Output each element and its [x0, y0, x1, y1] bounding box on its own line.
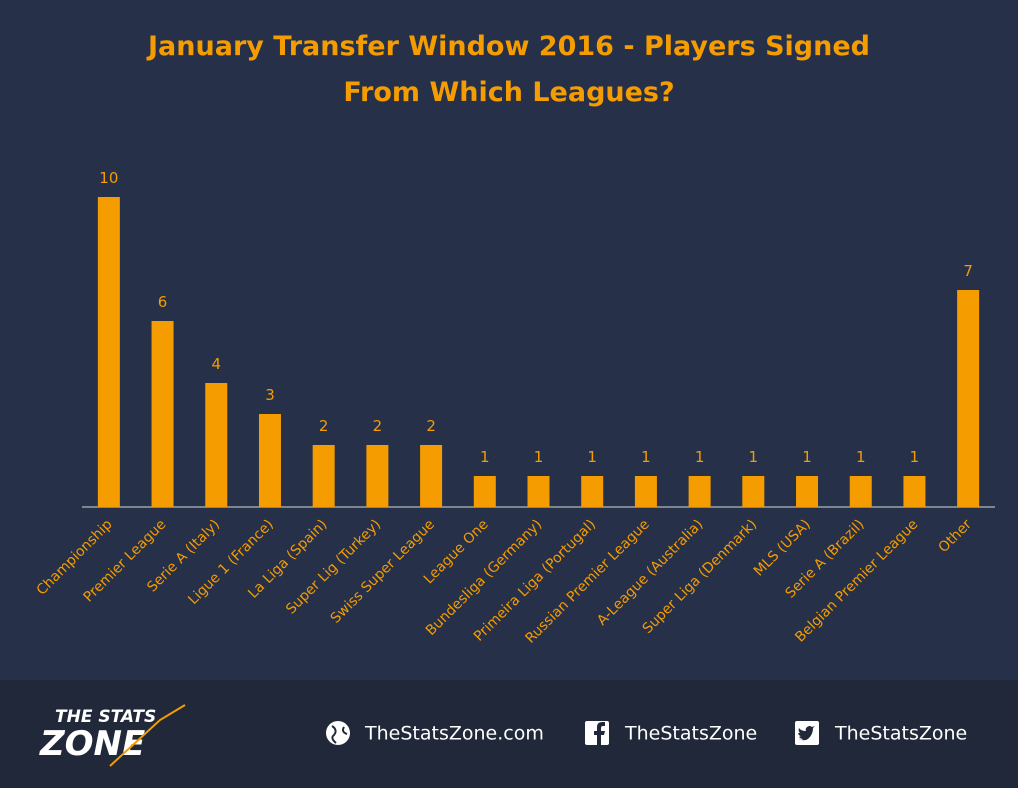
data-label: 4 [211, 355, 221, 373]
bar [312, 445, 335, 507]
bar [957, 290, 980, 507]
footer-background [0, 680, 1018, 788]
facebook-handle[interactable]: TheStatsZone [624, 723, 757, 745]
data-label: 1 [587, 448, 597, 466]
bar [366, 445, 389, 507]
data-label: 1 [749, 448, 759, 466]
bar [420, 445, 443, 507]
twitter-handle[interactable]: TheStatsZone [834, 723, 967, 745]
data-label: 2 [373, 417, 383, 435]
bar [258, 414, 281, 507]
bar [634, 476, 657, 507]
facebook-icon [585, 721, 609, 745]
data-label: 3 [265, 386, 275, 404]
bar [688, 476, 711, 507]
logo: THE STATS ZONE [39, 704, 186, 767]
data-label: 1 [695, 448, 705, 466]
data-label: 10 [99, 169, 118, 187]
data-label: 1 [534, 448, 544, 466]
bar [796, 476, 819, 507]
logo-swoosh [109, 704, 186, 767]
data-label: 1 [802, 448, 812, 466]
bar [527, 476, 550, 507]
data-label: 2 [426, 417, 436, 435]
web-icon [326, 721, 350, 745]
bar [581, 476, 604, 507]
website[interactable]: TheStatsZone.com [364, 723, 544, 745]
data-label: 7 [963, 262, 973, 280]
bar [97, 197, 120, 507]
data-label: 1 [480, 448, 490, 466]
logo-bottom: ZONE [39, 724, 145, 764]
bar [151, 321, 174, 507]
bar [742, 476, 765, 507]
bar [205, 383, 228, 507]
data-label: 1 [910, 448, 920, 466]
bar [849, 476, 872, 507]
data-label: 1 [856, 448, 866, 466]
logo-top: THE STATS [55, 707, 156, 727]
chart-title: January Transfer Window 2016 - Players S… [148, 31, 870, 108]
data-label: 2 [319, 417, 329, 435]
bar [473, 476, 496, 507]
data-label: 6 [158, 293, 168, 311]
data-label: 1 [641, 448, 651, 466]
twitter-icon [795, 721, 819, 745]
bar [903, 476, 926, 507]
